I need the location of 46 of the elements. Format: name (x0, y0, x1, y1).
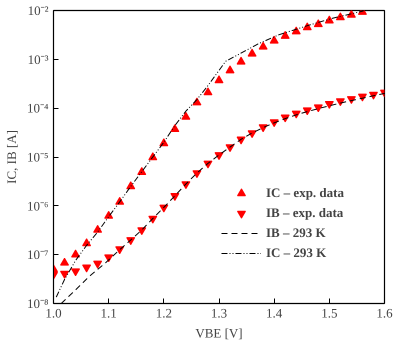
point (226, 65, 235, 74)
point (170, 124, 180, 132)
legend-label: IB – 293 K (266, 225, 326, 241)
point (60, 270, 70, 279)
y-tick-label: 10⁻⁷ (26, 247, 49, 262)
point (346, 10, 356, 18)
x-tick-label: 1.0 (45, 306, 62, 320)
point (214, 75, 224, 84)
legend-label: IC – exp. data (266, 185, 344, 201)
point (336, 12, 345, 20)
point (248, 48, 257, 57)
x-tick-label: 1.4 (266, 306, 283, 320)
point (314, 104, 323, 112)
point (93, 260, 102, 269)
point (71, 268, 80, 276)
point (236, 56, 246, 65)
point (302, 107, 312, 116)
point (214, 152, 224, 160)
point (258, 42, 268, 50)
point (336, 98, 345, 106)
x-tick-label: 1.6 (376, 306, 394, 320)
x-tick-label: 1.3 (210, 306, 228, 320)
x-tick-label: 1.1 (100, 306, 117, 320)
x-tick-label: 1.2 (156, 306, 172, 320)
point (324, 100, 334, 109)
y-tick-label: 10⁻⁴ (26, 100, 49, 116)
point (203, 87, 212, 96)
point (137, 227, 146, 236)
point (324, 16, 334, 24)
legend-label: IC – 293 K (266, 245, 326, 261)
x-axis-title: VBE [V] (195, 326, 243, 340)
x-tick-label: 1.5 (321, 306, 338, 320)
legend-label: IB – exp. data (266, 205, 344, 221)
y-tick-label: 10⁻² (28, 3, 49, 18)
point (248, 130, 257, 138)
point (192, 170, 202, 178)
y-tick-label: 10⁻⁵ (26, 150, 49, 164)
point (280, 30, 290, 39)
point (170, 193, 180, 201)
point (270, 36, 279, 44)
y-tick-label: 10⁻³ (28, 52, 49, 67)
point (181, 112, 190, 120)
y-tick-label: 10⁻⁶ (26, 198, 49, 214)
point (82, 264, 92, 272)
point (314, 19, 323, 28)
y-axis-title: IC, IB [A] (4, 130, 19, 184)
